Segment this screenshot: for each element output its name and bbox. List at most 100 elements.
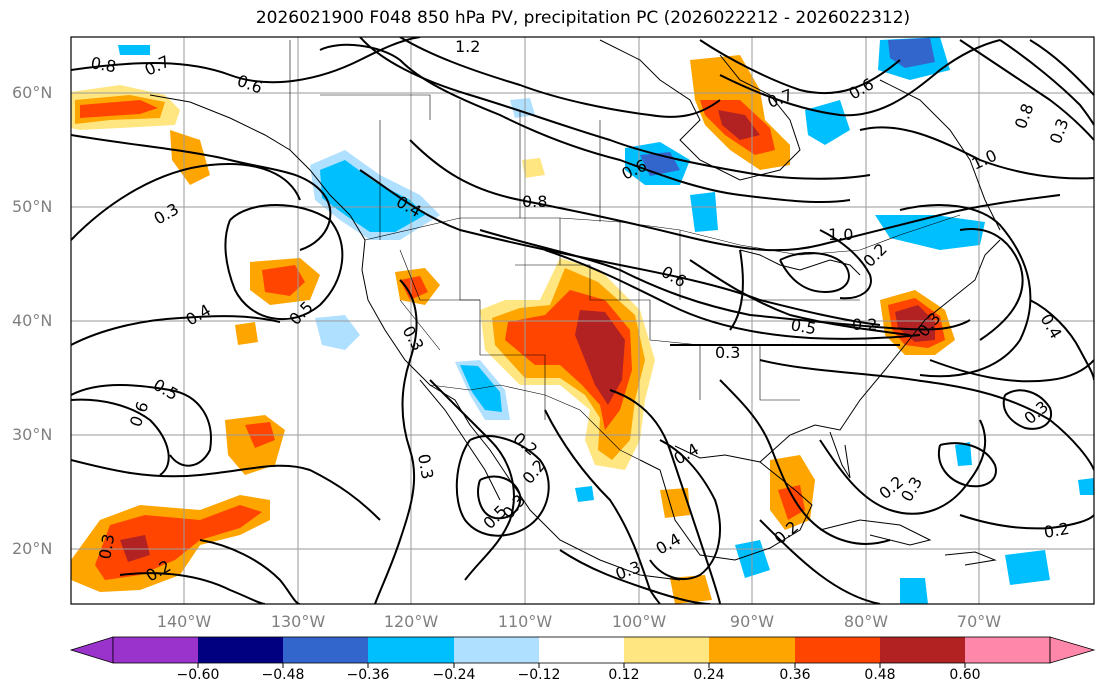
border-province (379, 100, 601, 240)
pv-contour (859, 126, 1094, 180)
pv-contour (729, 249, 744, 331)
precip-positive-area (80, 100, 158, 118)
pv-contour (224, 204, 344, 321)
lon-label-110w: 110°W (497, 612, 553, 631)
colorbar-swatch (454, 637, 539, 663)
precip-negative-area (460, 365, 502, 412)
lon-label-120w: 120°W (383, 612, 439, 631)
precip-negative-area (1005, 550, 1050, 585)
colorbar-swatch (198, 637, 283, 663)
colorbar-swatch (965, 637, 1050, 663)
precip-positive-area (95, 505, 262, 580)
colorbar (69, 636, 1096, 668)
colorbar-swatch (795, 637, 880, 663)
contour-label: 0.2 (1042, 519, 1070, 542)
precip-positive-area (718, 110, 760, 140)
borders (289, 40, 961, 461)
colorbar-outline (112, 636, 1051, 664)
pv-contour (477, 475, 522, 520)
pv-contour (319, 43, 851, 204)
pv-contour (455, 435, 550, 537)
border-state (559, 218, 681, 300)
precip-positive-area (170, 130, 210, 185)
lon-label-80w: 80°W (843, 612, 889, 631)
colorbar-swatch (539, 637, 624, 663)
pv-contour (719, 39, 1001, 117)
colorbar-extend-low (69, 636, 114, 664)
pv-contour (609, 389, 721, 604)
coastline-cuba (819, 519, 932, 546)
contour-label: 0.8 (89, 53, 117, 76)
pv-contour (359, 37, 871, 180)
precip-positive-area (262, 265, 305, 296)
map-frame (70, 36, 1095, 605)
pv-contour (699, 39, 901, 95)
colorbar-tick-label: 0.12 (608, 667, 640, 683)
border-us-canada (364, 214, 961, 256)
pv-contour (71, 315, 281, 346)
pv-contour (71, 384, 212, 467)
precip-negative-area (690, 192, 718, 232)
colorbar-tick-label: −0.60 (176, 667, 220, 683)
precip-negative-area (955, 442, 972, 466)
pv-contour (779, 252, 850, 294)
contour-label: 0.5 (789, 315, 817, 338)
colorbar-tick-label: −0.24 (432, 667, 476, 683)
lon-label-70w: 70°W (956, 612, 1002, 631)
lon-label-140w: 140°W (156, 612, 212, 631)
colorbar-tick-label: −0.12 (517, 667, 561, 683)
coastline-gulf (639, 445, 813, 561)
border-us-mexico (429, 384, 641, 461)
contour-label: 0.3 (95, 532, 118, 560)
pv-contour (689, 259, 911, 336)
pv-contour (759, 359, 1094, 471)
coastline-west (361, 239, 681, 581)
pv-contour (819, 229, 872, 300)
colorbar-swatch (283, 637, 368, 663)
colorbar-tick-label: 0.36 (779, 667, 811, 683)
pv-contour (544, 249, 921, 340)
precip-positive-area (235, 322, 258, 345)
pv-contour (1002, 389, 1053, 430)
border-state (459, 218, 546, 420)
coastline-baja (419, 379, 501, 501)
pv-contour (399, 37, 721, 118)
lat-label-40n: 40°N (12, 311, 53, 330)
pv-contour (359, 169, 881, 326)
lat-label-20n: 20°N (12, 539, 53, 558)
pv-contour (479, 229, 971, 331)
pv-contour (959, 514, 1094, 530)
contour-label: 1.2 (455, 37, 480, 56)
pv-contour (959, 39, 1094, 141)
precip-negative-area (575, 486, 594, 502)
pv-contour (199, 539, 301, 604)
pv-contour (544, 409, 661, 604)
contour-label: 0.2 (852, 315, 877, 334)
border-state (399, 249, 480, 351)
pv-contour (999, 39, 1094, 126)
colorbar-swatch (113, 637, 198, 663)
map-panel: 0.8 0.7 0.6 1.2 0.7 0.6 0.8 1.0 0.3 0.4 … (71, 37, 1094, 604)
pv-contour (1029, 299, 1094, 381)
pv-contours (71, 37, 1094, 604)
pv-contour (759, 519, 881, 604)
colorbar-swatch (709, 637, 795, 663)
colorbar-swatch (624, 637, 709, 663)
lon-label-130w: 130°W (270, 612, 326, 631)
coastline-florida (829, 431, 851, 479)
colorbar-tick-label: −0.48 (261, 667, 305, 683)
precip-negative-area (900, 578, 928, 604)
coastline-greatlakes (739, 249, 861, 276)
pv-contour (374, 279, 418, 604)
pv-contour (719, 379, 891, 545)
precip-positive-area (660, 488, 690, 518)
graticule (71, 37, 1094, 604)
map-title: 2026021900 F048 850 hPa PV, precipitatio… (255, 8, 911, 28)
lon-label-90w: 90°W (729, 612, 775, 631)
contour-label: 0.3 (715, 343, 740, 362)
lon-label-100w: 100°W (611, 612, 667, 631)
colorbar-tick-label: 0.24 (693, 667, 725, 683)
precip-shading (71, 37, 1094, 604)
precip-positive-area (670, 575, 712, 604)
